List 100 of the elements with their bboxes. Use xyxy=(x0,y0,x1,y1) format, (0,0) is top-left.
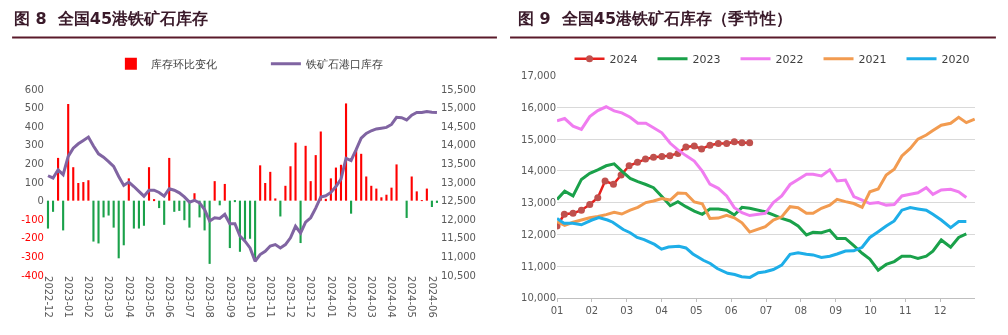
bar xyxy=(107,200,110,216)
x-tick-label: 2023-04 xyxy=(123,276,135,318)
y2-tick-label: 10,500 xyxy=(440,269,476,281)
bar xyxy=(213,181,216,201)
x-tick-label: 2024-04 xyxy=(386,276,398,318)
y-tick-label: 11,000 xyxy=(521,260,557,272)
x-tick-label: 2023-10 xyxy=(244,276,256,318)
bar xyxy=(82,182,85,201)
bar xyxy=(77,183,80,201)
bar xyxy=(46,200,50,229)
bar xyxy=(248,200,252,239)
bar xyxy=(274,198,277,201)
bar xyxy=(223,183,226,201)
bar xyxy=(365,176,368,201)
x-tick-label: 2022-12 xyxy=(42,276,54,318)
bar xyxy=(163,200,166,225)
bar xyxy=(284,185,287,201)
bar xyxy=(233,200,236,203)
bar xyxy=(142,200,146,226)
x-tick-label: 03 xyxy=(620,304,634,316)
x-tick-label: 05 xyxy=(689,304,703,316)
x-tick-label: 2024-06 xyxy=(426,276,438,318)
bar xyxy=(62,200,65,231)
x-tick-label: 2023-03 xyxy=(103,276,115,318)
x-tick-label: 2023-01 xyxy=(62,276,74,318)
x-tick-label: 07 xyxy=(759,304,773,316)
bar xyxy=(370,185,373,201)
y2-tick-label: 12,000 xyxy=(440,213,476,225)
bar xyxy=(390,187,393,201)
bar xyxy=(87,180,90,201)
bar xyxy=(259,165,262,201)
bar xyxy=(314,155,317,201)
y-tick-label: 10,000 xyxy=(521,292,557,304)
bar xyxy=(243,200,247,240)
x-tick-label: 2024-03 xyxy=(366,276,378,318)
bar xyxy=(415,191,418,201)
x-tick-label: 04 xyxy=(655,304,668,316)
bar xyxy=(289,166,292,201)
bar xyxy=(122,200,125,246)
bar xyxy=(385,194,388,201)
y-tick-label: 300 xyxy=(24,139,44,151)
x-tick-label: 2023-11 xyxy=(265,276,277,318)
x-tick-label: 10 xyxy=(864,304,877,316)
x-tick-label: 12 xyxy=(933,304,947,316)
bar xyxy=(425,188,428,201)
y-tick-label: 17,000 xyxy=(521,70,557,82)
y2-tick-label: 11,500 xyxy=(440,232,476,244)
x-tick-label: 2024-02 xyxy=(345,276,357,318)
line-series xyxy=(557,115,976,234)
bar xyxy=(183,200,186,221)
legend-label: 2020 xyxy=(941,52,970,66)
bar xyxy=(264,183,267,201)
x-tick-label: 2023-06 xyxy=(163,276,175,318)
bar xyxy=(112,200,115,228)
x-tick-label: 2024-05 xyxy=(406,276,418,318)
y2-tick-label: 13,000 xyxy=(440,176,476,188)
y-tick-label: -300 xyxy=(21,250,44,262)
y-tick-label: 400 xyxy=(24,120,44,132)
x-tick-label: 2023-08 xyxy=(204,276,216,318)
bar xyxy=(430,200,433,207)
bar xyxy=(304,145,307,201)
y2-tick-label: 14,500 xyxy=(440,120,476,132)
bar xyxy=(117,200,120,259)
bar xyxy=(410,176,413,201)
y-tick-label: -100 xyxy=(21,213,44,225)
bar xyxy=(97,200,100,244)
y-tick-label: 13,000 xyxy=(521,197,557,209)
y-tick-label: 100 xyxy=(24,176,44,188)
y-tick-label: 15,000 xyxy=(521,133,557,145)
bar xyxy=(51,200,55,212)
y-tick-label: 500 xyxy=(24,102,44,114)
bar xyxy=(153,199,156,202)
chart-title: 图 8 全国45港铁矿石库存 xyxy=(14,9,209,28)
bar xyxy=(72,167,75,201)
line-series xyxy=(557,105,968,218)
x-tick-label: 2023-12 xyxy=(285,276,297,318)
chart-title: 图 9 全国45港铁矿石库存（季节性） xyxy=(518,9,793,28)
bar xyxy=(137,200,140,229)
x-tick-label: 11 xyxy=(899,304,912,316)
y-tick-label: 12,000 xyxy=(521,228,557,240)
bar xyxy=(380,197,383,201)
legend-label: 2023 xyxy=(692,52,721,66)
x-tick-label: 01 xyxy=(550,304,564,316)
x-tick-label: 09 xyxy=(829,304,843,316)
bar xyxy=(360,153,363,201)
bar xyxy=(309,181,312,201)
line-series xyxy=(557,206,968,279)
legend-label: 2021 xyxy=(858,52,887,66)
x-tick-label: 2023-07 xyxy=(184,276,196,318)
y2-tick-label: 15,000 xyxy=(440,102,476,114)
bar xyxy=(294,142,297,201)
y-tick-label: 600 xyxy=(24,83,44,95)
y-tick-label: 0 xyxy=(37,195,44,207)
line-series xyxy=(557,162,968,272)
bar xyxy=(395,164,398,201)
y2-tick-label: 14,000 xyxy=(440,139,476,151)
bar xyxy=(405,200,408,218)
y2-tick-label: 13,500 xyxy=(440,157,476,169)
bar xyxy=(375,188,378,201)
x-tick-label: 2023-12 xyxy=(305,276,317,318)
